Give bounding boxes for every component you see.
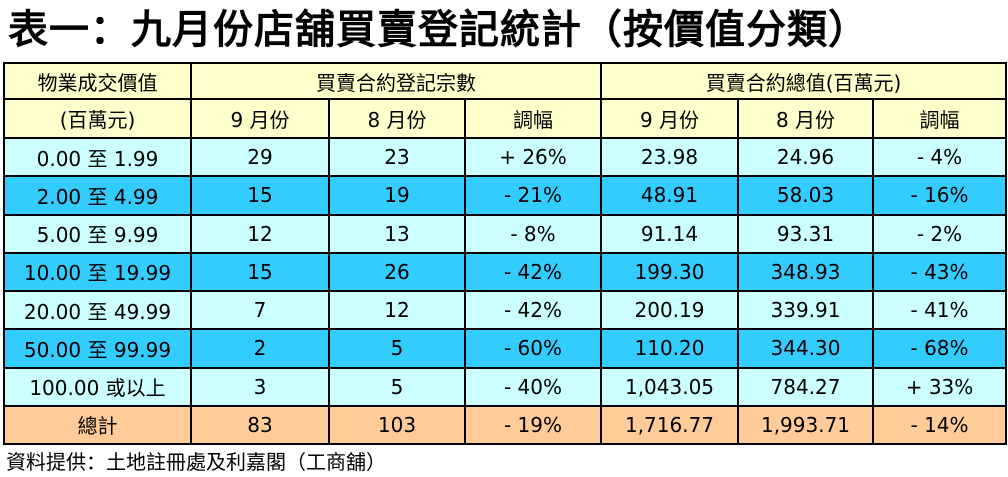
- value-sep-cell: 200.19: [600, 289, 739, 331]
- table-row: 2.00 至 4.99 15 19 - 21% 48.91 58.03 - 16…: [3, 175, 1008, 216]
- value-aug-cell: 339.91: [737, 289, 874, 331]
- header-price-range: 物業成交價值: [3, 62, 192, 100]
- total-row: 總計 83 103 - 19% 1,716.77 1,993.71 - 14%: [3, 404, 1008, 446]
- statistics-table: 物業成交價值 買賣合約登記宗數 買賣合約總值(百萬元) (百萬元) 9 月份 8…: [3, 62, 1008, 446]
- value-aug-cell: 344.30: [737, 328, 874, 369]
- value-change-cell: - 41%: [871, 289, 1008, 331]
- count-sep-cell: 15: [190, 251, 330, 293]
- value-change-cell: + 33%: [871, 366, 1008, 407]
- count-change-cell: - 8%: [464, 213, 602, 254]
- header-count-change: 調幅: [464, 98, 602, 139]
- count-change-cell: + 26%: [464, 136, 602, 178]
- header-count-group: 買賣合約登記宗數: [190, 62, 602, 100]
- count-change-cell: - 60%: [464, 328, 602, 369]
- total-value-change-cell: - 14%: [871, 404, 1008, 446]
- count-aug-cell: 5: [328, 366, 466, 407]
- value-aug-cell: 58.03: [737, 175, 874, 216]
- count-aug-cell: 23: [328, 136, 466, 178]
- source-note: 資料提供：土地註冊處及利嘉閣（工商舖）: [6, 450, 386, 474]
- price-range-cell: 0.00 至 1.99: [3, 136, 192, 178]
- price-range-cell: 2.00 至 4.99: [3, 175, 192, 216]
- count-change-cell: - 42%: [464, 251, 602, 293]
- value-sep-cell: 1,043.05: [600, 366, 739, 407]
- price-range-cell: 5.00 至 9.99: [3, 213, 192, 254]
- header-value-sep: 9 月份: [600, 98, 739, 139]
- total-label-cell: 總計: [3, 404, 192, 446]
- value-aug-cell: 24.96: [737, 136, 874, 178]
- value-change-cell: - 68%: [871, 328, 1008, 369]
- count-sep-cell: 3: [190, 366, 330, 407]
- header-count-aug: 8 月份: [328, 98, 466, 139]
- value-aug-cell: 784.27: [737, 366, 874, 407]
- value-sep-cell: 91.14: [600, 213, 739, 254]
- price-range-cell: 10.00 至 19.99: [3, 251, 192, 293]
- table-row: 50.00 至 99.99 2 5 - 60% 110.20 344.30 - …: [3, 328, 1008, 369]
- count-sep-cell: 2: [190, 328, 330, 369]
- total-value-aug-cell: 1,993.71: [737, 404, 874, 446]
- total-value-sep-cell: 1,716.77: [600, 404, 739, 446]
- value-change-cell: - 43%: [871, 251, 1008, 293]
- table-row: 0.00 至 1.99 29 23 + 26% 23.98 24.96 - 4%: [3, 136, 1008, 178]
- count-aug-cell: 5: [328, 328, 466, 369]
- price-range-cell: 100.00 或以上: [3, 366, 192, 407]
- value-sep-cell: 110.20: [600, 328, 739, 369]
- count-change-cell: - 42%: [464, 289, 602, 331]
- count-aug-cell: 26: [328, 251, 466, 293]
- value-change-cell: - 16%: [871, 175, 1008, 216]
- value-aug-cell: 93.31: [737, 213, 874, 254]
- header-value-aug: 8 月份: [737, 98, 874, 139]
- value-aug-cell: 348.93: [737, 251, 874, 293]
- value-sep-cell: 48.91: [600, 175, 739, 216]
- count-sep-cell: 12: [190, 213, 330, 254]
- table-row: 100.00 或以上 3 5 - 40% 1,043.05 784.27 + 3…: [3, 366, 1008, 407]
- total-count-aug-cell: 103: [328, 404, 466, 446]
- header-price-unit: (百萬元): [3, 98, 192, 139]
- header-value-change: 調幅: [871, 98, 1008, 139]
- value-change-cell: - 4%: [871, 136, 1008, 178]
- value-sep-cell: 23.98: [600, 136, 739, 178]
- header-row-2: (百萬元) 9 月份 8 月份 調幅 9 月份 8 月份 調幅: [3, 98, 1008, 139]
- price-range-cell: 20.00 至 49.99: [3, 289, 192, 331]
- total-count-sep-cell: 83: [190, 404, 330, 446]
- count-change-cell: - 40%: [464, 366, 602, 407]
- count-sep-cell: 29: [190, 136, 330, 178]
- count-change-cell: - 21%: [464, 175, 602, 216]
- count-sep-cell: 15: [190, 175, 330, 216]
- header-count-sep: 9 月份: [190, 98, 330, 139]
- header-value-group: 買賣合約總值(百萬元): [599, 62, 1008, 100]
- page-title: 表一：九月份店舖買賣登記統計（按價值分類）: [8, 7, 869, 53]
- value-change-cell: - 2%: [871, 213, 1008, 254]
- table-row: 20.00 至 49.99 7 12 - 42% 200.19 339.91 -…: [3, 289, 1008, 331]
- price-range-cell: 50.00 至 99.99: [3, 328, 192, 369]
- count-aug-cell: 12: [328, 289, 466, 331]
- total-count-change-cell: - 19%: [464, 404, 602, 446]
- table-row: 5.00 至 9.99 12 13 - 8% 91.14 93.31 - 2%: [3, 213, 1008, 254]
- value-sep-cell: 199.30: [600, 251, 739, 293]
- count-aug-cell: 19: [328, 175, 466, 216]
- header-row-1: 物業成交價值 買賣合約登記宗數 買賣合約總值(百萬元): [3, 62, 1008, 100]
- count-sep-cell: 7: [190, 289, 330, 331]
- table-row: 10.00 至 19.99 15 26 - 42% 199.30 348.93 …: [3, 251, 1008, 293]
- count-aug-cell: 13: [328, 213, 466, 254]
